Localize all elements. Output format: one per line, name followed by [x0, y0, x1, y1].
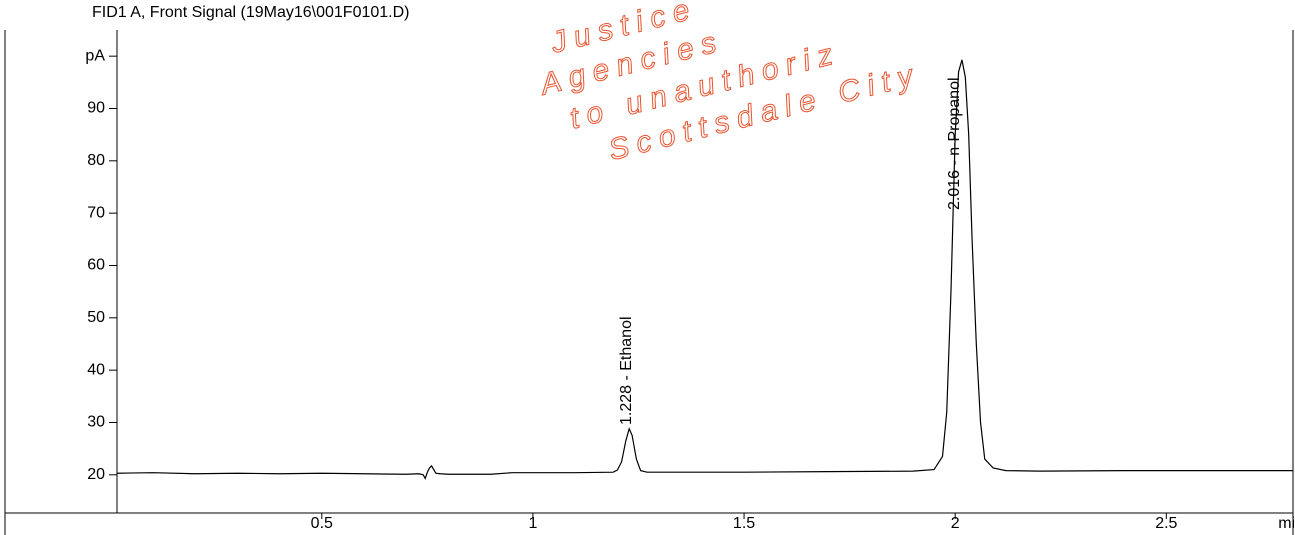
peak-label: 1.228 - Ethanol [618, 316, 635, 425]
x-tick-label: 1.5 [733, 515, 755, 532]
chart-title: FID1 A, Front Signal (19May16\001F0101.D… [92, 4, 410, 21]
watermark: Justice Agencies to unauthoriz Scottsdal… [535, 0, 924, 168]
x-tick-label: 1 [528, 515, 537, 532]
y-tick-label: 60 [87, 257, 105, 274]
y-tick-label: 80 [87, 152, 105, 169]
x-tick-label: 0.5 [311, 515, 333, 532]
y-tick-label: 30 [87, 414, 105, 431]
y-tick-label: 20 [87, 466, 105, 483]
y-tick-label: 90 [87, 100, 105, 117]
y-tick-label: pA [85, 47, 105, 64]
y-tick-label: 40 [87, 361, 105, 378]
x-tick-label: 2 [951, 515, 960, 532]
y-tick-label: 70 [87, 204, 105, 221]
y-tick-label: 50 [87, 309, 105, 326]
signal-trace [116, 59, 1293, 480]
x-tick-label: min [1278, 515, 1295, 532]
x-tick-label: 2.5 [1155, 515, 1177, 532]
